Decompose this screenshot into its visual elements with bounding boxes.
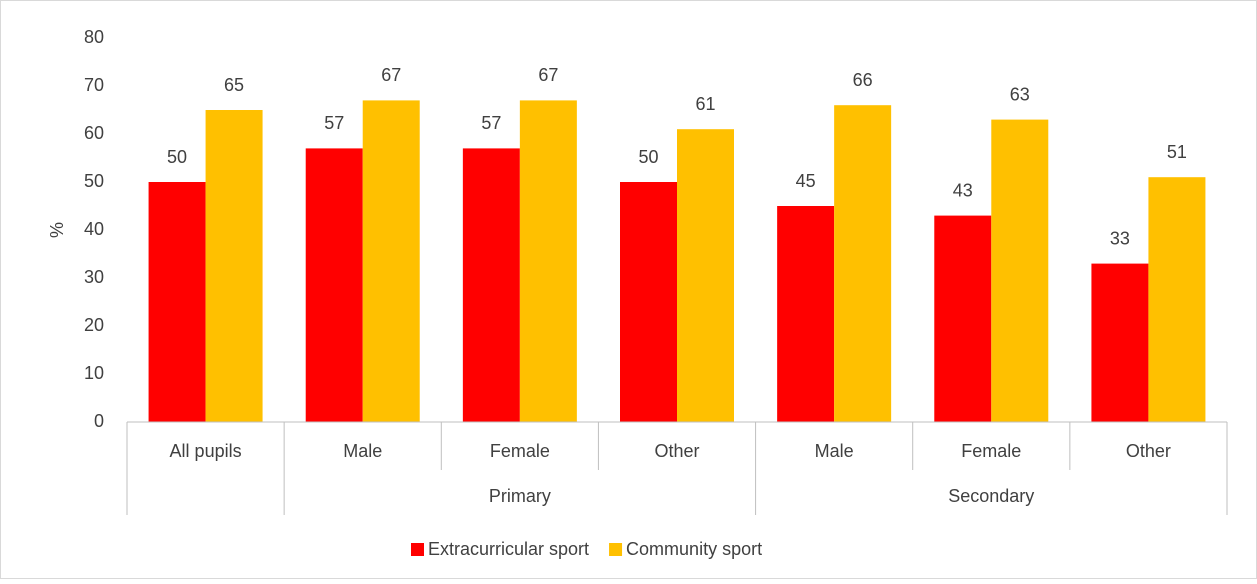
group-label: Primary	[489, 486, 551, 506]
y-tick-label: 80	[84, 27, 104, 47]
y-axis-label: %	[47, 222, 67, 238]
x-tick-label: Other	[1126, 441, 1171, 461]
bar	[519, 100, 577, 423]
data-label: 57	[481, 113, 501, 133]
bar	[1091, 263, 1149, 422]
x-tick-label: Male	[815, 441, 854, 461]
y-tick-label: 60	[84, 123, 104, 143]
group-label: Secondary	[948, 486, 1034, 506]
data-label: 50	[638, 147, 658, 167]
bar	[148, 182, 206, 422]
x-tick-label: Female	[961, 441, 1021, 461]
data-label: 66	[853, 70, 873, 90]
x-tick-label: Male	[343, 441, 382, 461]
y-tick-label: 30	[84, 267, 104, 287]
y-tick-label: 50	[84, 171, 104, 191]
bar	[991, 119, 1049, 422]
data-label: 61	[695, 94, 715, 114]
y-tick-label: 40	[84, 219, 104, 239]
data-label: 43	[953, 180, 973, 200]
data-label: 67	[381, 65, 401, 85]
bar	[934, 215, 992, 422]
legend-swatch	[411, 543, 424, 556]
legend-swatch	[609, 543, 623, 556]
legend-label: Extracurricular sport	[428, 539, 589, 559]
y-tick-label: 70	[84, 75, 104, 95]
bar	[305, 148, 363, 422]
bar	[205, 110, 263, 422]
x-tick-label: Female	[490, 441, 550, 461]
data-label: 63	[1010, 84, 1030, 104]
bar	[620, 182, 677, 422]
bar	[777, 206, 835, 422]
x-tick-label: All pupils	[170, 441, 242, 461]
y-tick-label: 20	[84, 315, 104, 335]
bar	[362, 100, 420, 423]
data-label: 45	[796, 171, 816, 191]
data-label: 50	[167, 147, 187, 167]
bar	[1148, 177, 1206, 422]
data-label: 65	[224, 75, 244, 95]
x-tick-label: Other	[654, 441, 699, 461]
bar	[462, 148, 520, 422]
data-label: 67	[538, 65, 558, 85]
data-label: 51	[1167, 142, 1187, 162]
data-label: 57	[324, 113, 344, 133]
y-tick-label: 0	[94, 411, 104, 431]
legend-label: Community sport	[626, 539, 762, 559]
y-tick-label: 10	[84, 363, 104, 383]
bar	[677, 129, 734, 422]
data-label: 33	[1110, 228, 1130, 248]
bar	[834, 105, 892, 422]
